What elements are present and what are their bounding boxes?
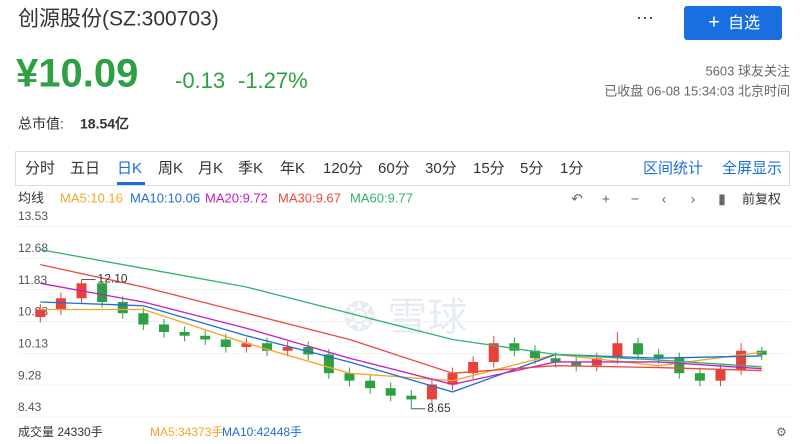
y-tick-label: 13.53 xyxy=(18,209,48,223)
market-cap: 18.54亿 xyxy=(80,116,129,132)
y-tick-label: 9.28 xyxy=(18,368,42,382)
candle-body xyxy=(550,358,561,362)
candle-body xyxy=(468,361,479,374)
tab[interactable]: 5分 xyxy=(520,160,543,177)
y-tick-label: 12.68 xyxy=(18,241,48,255)
market-status: 已收盘 06-08 15:34:03 北京时间 xyxy=(604,83,790,98)
annotation-label: 8.65 xyxy=(427,401,451,415)
candle-body xyxy=(344,373,355,381)
tab-action[interactable]: 区间统计 xyxy=(643,160,703,177)
candle-body xyxy=(35,309,46,318)
y-tick-label: 10.13 xyxy=(18,337,48,351)
candle-body xyxy=(509,343,520,351)
candle-body xyxy=(529,350,540,359)
candle-body xyxy=(200,335,211,340)
candle-body xyxy=(179,331,190,336)
annotation-label: 12.10 xyxy=(98,272,128,286)
stock-title: 创源股份(SZ:300703) xyxy=(18,8,219,31)
tab-underline xyxy=(117,182,145,185)
candle-body xyxy=(303,346,314,355)
candle-body xyxy=(323,354,334,374)
candle-body xyxy=(55,298,66,310)
undo-icon[interactable]: ↶ xyxy=(571,191,583,207)
candle-body xyxy=(158,324,169,332)
candle-body xyxy=(385,388,396,396)
tab[interactable]: 30分 xyxy=(425,160,457,177)
legend-entry: MA30:9.67 xyxy=(278,190,341,205)
tab[interactable]: 周K xyxy=(158,160,183,177)
ma-line xyxy=(40,248,762,368)
candle-body xyxy=(633,343,644,355)
candle-body xyxy=(406,395,417,400)
candle-icon[interactable]: ▮ xyxy=(718,191,726,207)
candle-body xyxy=(736,350,747,370)
tab[interactable]: 月K xyxy=(198,160,223,177)
y-tick-label: 8.43 xyxy=(18,400,42,414)
ma-line xyxy=(40,301,762,393)
legend-entry: MA60:9.77 xyxy=(350,190,413,205)
candle-body xyxy=(282,346,293,351)
more-icon[interactable]: ··· xyxy=(636,7,654,27)
ma-label: 均线 xyxy=(18,190,44,205)
tab-action[interactable]: 全屏显示 xyxy=(722,159,782,177)
volume-ma10: MA10:42448手 xyxy=(222,425,302,439)
zoom-in-icon[interactable]: + xyxy=(602,191,610,207)
price-change-pct: -1.27% xyxy=(238,68,308,93)
tab[interactable]: 季K xyxy=(238,160,263,177)
tab[interactable]: 120分 xyxy=(323,160,363,177)
tab[interactable]: 60分 xyxy=(378,160,410,177)
settings-icon[interactable]: ⚙ xyxy=(776,425,787,439)
tab-bar xyxy=(15,151,790,186)
candle-body xyxy=(653,354,664,359)
ma-line xyxy=(40,263,762,374)
price: ¥10.09 xyxy=(16,52,138,96)
tab[interactable]: 五日 xyxy=(70,160,100,177)
candle-body xyxy=(447,373,458,385)
candle-body xyxy=(117,302,128,314)
adjust-mode[interactable]: 前复权 xyxy=(742,191,781,206)
follow-button[interactable] xyxy=(684,6,782,40)
candle-body xyxy=(241,343,252,347)
price-change: -0.13 xyxy=(175,68,225,93)
candle-body xyxy=(715,369,726,381)
candle-body xyxy=(220,339,231,347)
candle-body xyxy=(488,343,499,362)
candle-body xyxy=(571,361,582,366)
ma-line xyxy=(40,282,762,386)
candle-body xyxy=(97,283,108,303)
volume-label: 成交量 24330手 xyxy=(18,424,103,439)
tab[interactable]: 年K xyxy=(280,160,305,177)
right-icon[interactable]: › xyxy=(691,191,696,207)
candle-body xyxy=(365,380,376,389)
left-icon[interactable]: ‹ xyxy=(662,191,667,207)
zoom-out-icon[interactable]: − xyxy=(631,191,639,207)
followers: 5603 球友关注 xyxy=(705,63,790,78)
candle-body xyxy=(262,343,273,351)
tab[interactable]: 日K xyxy=(117,160,142,177)
candle-body xyxy=(612,343,623,359)
candle-body xyxy=(674,358,685,374)
legend-entry: MA10:10.06 xyxy=(130,190,200,205)
candle-body xyxy=(694,373,705,381)
follow-button-label: 自选 xyxy=(728,14,760,32)
candle-body xyxy=(138,313,149,325)
volume-ma5: MA5:34373手 xyxy=(150,425,223,439)
chart-tools: ↶ + − ‹ › ▮ xyxy=(571,191,726,207)
watermark: ❂ 雪球 xyxy=(343,296,468,340)
y-tick-label: 11.83 xyxy=(18,273,47,287)
tab[interactable]: 分时 xyxy=(25,160,55,177)
candle-body xyxy=(426,384,437,400)
plus-icon: + xyxy=(708,11,720,33)
market-cap-label: 总市值: xyxy=(18,116,64,132)
tab[interactable]: 1分 xyxy=(560,160,583,177)
legend-entry: MA20:9.72 xyxy=(205,190,268,205)
tab[interactable]: 15分 xyxy=(473,160,505,177)
legend-entry: MA5:10.16 xyxy=(60,190,123,205)
